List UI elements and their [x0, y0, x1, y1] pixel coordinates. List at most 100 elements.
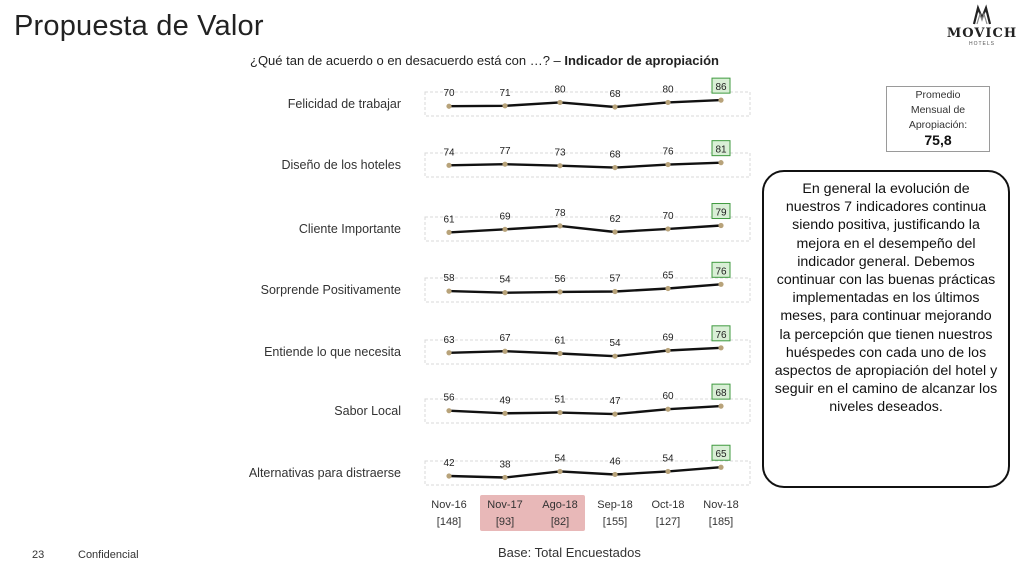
logo-subtext: HOTELS [968, 41, 995, 47]
point-cliente-importante-5 [718, 222, 724, 229]
point-sabor-local-4 [665, 406, 671, 412]
point-sabor-local-1 [502, 410, 508, 416]
value-label-cliente-importante-4: 70 [662, 211, 674, 222]
point-sabor-local-2 [557, 409, 563, 416]
value-label-entiende-lo-que-necesita-1: 67 [499, 333, 511, 344]
row-frame-sorprende-positivamente [424, 277, 751, 303]
value-label-sorprende-positivamente-4: 65 [662, 270, 674, 281]
series-line-sabor-local [448, 404, 722, 416]
value-label-entiende-lo-que-necesita-5: 76 [715, 330, 727, 341]
value-label-sorprende-positivamente-5: 76 [715, 266, 727, 277]
value-label-cliente-importante-1: 69 [499, 211, 511, 222]
value-label-felicidad-de-trabajar-3: 68 [609, 89, 621, 100]
value-label-diseno-de-los-hoteles-3: 68 [609, 150, 621, 161]
point-sabor-local-3 [612, 411, 618, 417]
point-felicidad-de-trabajar-2 [557, 99, 563, 106]
base-note: Base: Total Encuestados [498, 545, 641, 560]
point-cliente-importante-3 [612, 229, 618, 235]
kpi-label-line-1: Promedio [915, 89, 961, 101]
series-line-sorprende-positivamente [448, 283, 722, 294]
point-entiende-lo-que-necesita-2 [557, 350, 563, 357]
point-diseno-de-los-hoteles-4 [665, 161, 671, 168]
value-box-entiende-lo-que-necesita [711, 325, 731, 342]
value-label-entiende-lo-que-necesita-2: 61 [554, 336, 566, 347]
point-sorprende-positivamente-1 [502, 290, 508, 296]
value-label-felicidad-de-trabajar-1: 71 [499, 88, 511, 99]
point-felicidad-de-trabajar-5 [718, 97, 724, 103]
value-label-sorprende-positivamente-3: 57 [609, 274, 621, 285]
value-label-sabor-local-2: 51 [554, 395, 566, 406]
x-tick-0: Nov-16 [431, 499, 466, 511]
confidential-label: Confidencial [78, 549, 139, 561]
value-box-alternativas-para-distraerse [711, 444, 731, 461]
value-label-diseno-de-los-hoteles-0: 74 [443, 147, 455, 158]
value-label-diseno-de-los-hoteles-1: 77 [499, 146, 511, 157]
value-label-felicidad-de-trabajar-2: 80 [554, 84, 566, 95]
point-sorprende-positivamente-3 [612, 288, 618, 295]
row-frame-alternativas-para-distraerse [424, 460, 751, 486]
value-label-cliente-importante-0: 61 [443, 214, 455, 225]
point-alternativas-para-distraerse-2 [557, 468, 563, 475]
point-entiende-lo-que-necesita-3 [612, 353, 618, 359]
value-box-felicidad-de-trabajar [711, 77, 731, 94]
value-label-cliente-importante-3: 62 [609, 214, 621, 225]
value-label-sabor-local-0: 56 [443, 393, 455, 404]
chart-subtitle: ¿Qué tan de acuerdo o en desacuerdo está… [250, 53, 719, 68]
value-label-diseno-de-los-hoteles-5: 81 [715, 145, 727, 156]
series-line-diseno-de-los-hoteles [448, 161, 722, 169]
commentary-note: En general la evolución de nuestros 7 in… [762, 170, 1010, 488]
series-label-alternativas-para-distraerse: Alternativas para distraerse [249, 466, 401, 480]
value-box-sabor-local [711, 383, 731, 400]
x-subtick-5: [185] [709, 516, 733, 528]
value-label-felicidad-de-trabajar-5: 86 [715, 82, 727, 93]
value-label-cliente-importante-5: 79 [715, 208, 727, 219]
x-tick-5: Nov-18 [703, 499, 738, 511]
value-label-diseno-de-los-hoteles-4: 76 [662, 147, 674, 158]
value-box-cliente-importante [711, 203, 731, 220]
point-felicidad-de-trabajar-0 [446, 103, 452, 109]
series-label-felicidad-de-trabajar: Felicidad de trabajar [288, 97, 401, 111]
series-line-alternativas-para-distraerse [448, 466, 722, 479]
point-alternativas-para-distraerse-0 [446, 473, 452, 479]
subtitle-indicator: Indicador de apropiación [564, 53, 719, 68]
point-sorprende-positivamente-5 [718, 281, 724, 287]
series-label-diseno-de-los-hoteles: Diseño de los hoteles [281, 158, 401, 172]
point-diseno-de-los-hoteles-3 [612, 164, 618, 171]
point-entiende-lo-que-necesita-1 [502, 348, 508, 354]
logo-text: MOVICH [946, 26, 1018, 41]
point-alternativas-para-distraerse-4 [665, 468, 671, 475]
point-diseno-de-los-hoteles-0 [446, 162, 452, 168]
value-label-entiende-lo-que-necesita-3: 54 [609, 338, 621, 349]
value-box-sorprende-positivamente [711, 261, 731, 278]
value-label-sabor-local-1: 49 [499, 395, 511, 406]
value-label-alternativas-para-distraerse-5: 65 [715, 449, 727, 460]
value-label-sabor-local-4: 60 [662, 391, 674, 402]
series-label-entiende-lo-que-necesita: Entiende lo que necesita [264, 345, 401, 359]
x-tick-3: Sep-18 [597, 499, 632, 511]
point-entiende-lo-que-necesita-0 [446, 350, 452, 356]
x-tick-2: Ago-18 [542, 499, 577, 511]
value-label-sorprende-positivamente-0: 58 [443, 273, 455, 284]
row-frame-diseno-de-los-hoteles [424, 152, 751, 178]
kpi-box: Promedio Mensual de Apropiación: 75,8 [886, 86, 990, 152]
point-cliente-importante-4 [665, 226, 671, 232]
value-label-alternativas-para-distraerse-2: 54 [554, 453, 566, 464]
point-sorprende-positivamente-0 [446, 288, 452, 294]
x-subtick-0: [148] [437, 516, 461, 528]
value-label-sorprende-positivamente-2: 56 [554, 274, 566, 285]
subtitle-question: ¿Qué tan de acuerdo o en desacuerdo está… [250, 53, 565, 68]
row-frame-sabor-local [424, 398, 751, 424]
x-subtick-4: [127] [656, 516, 680, 528]
point-alternativas-para-distraerse-3 [612, 471, 618, 478]
x-subtick-1: [93] [496, 516, 514, 528]
kpi-value: 75,8 [924, 132, 952, 148]
row-frame-entiende-lo-que-necesita [424, 339, 751, 365]
point-entiende-lo-que-necesita-5 [718, 345, 724, 351]
point-sabor-local-5 [718, 403, 724, 409]
value-label-alternativas-para-distraerse-0: 42 [443, 458, 455, 469]
brand-logo: MOVICH HOTELS [944, 4, 1020, 48]
page-title: Propuesta de Valor [14, 10, 264, 42]
series-line-felicidad-de-trabajar [448, 98, 722, 109]
point-alternativas-para-distraerse-1 [502, 474, 508, 481]
